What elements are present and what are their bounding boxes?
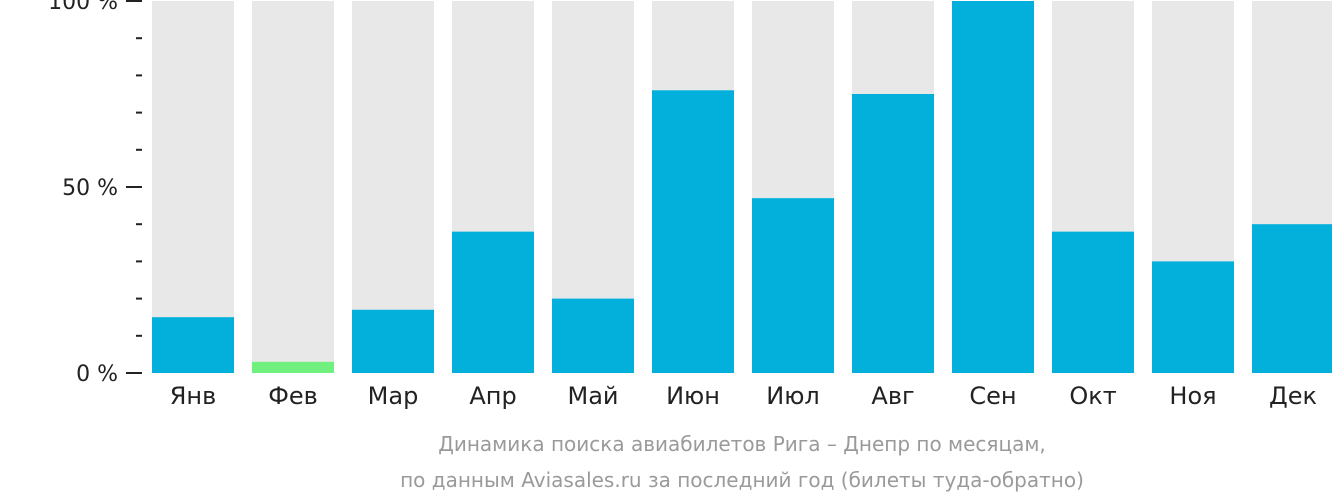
bar-12[interactable]: [1252, 224, 1332, 373]
y-tick-label-3: 100 %: [48, 0, 118, 15]
y-axis: 0 % 50 % 100 %: [48, 0, 142, 387]
bar-9[interactable]: [952, 1, 1034, 373]
bar-5[interactable]: [552, 298, 634, 373]
bar-background-2: [252, 1, 334, 373]
x-tick-label-7: Июл: [766, 382, 820, 410]
chart-caption-line-2: по данным Aviasales.ru за последний год …: [400, 468, 1084, 492]
x-tick-label-11: Ноя: [1169, 382, 1216, 410]
bar-2[interactable]: [252, 361, 334, 373]
bar-1[interactable]: [152, 317, 234, 373]
bar-11[interactable]: [1152, 261, 1234, 373]
x-tick-label-4: Апр: [469, 382, 516, 410]
bar-4[interactable]: [452, 231, 534, 373]
bar-3[interactable]: [352, 309, 434, 373]
x-tick-label-6: Июн: [666, 382, 720, 410]
bar-background-1: [152, 1, 234, 373]
bar-7[interactable]: [752, 198, 834, 373]
y-tick-label-1: 0 %: [76, 362, 118, 387]
x-tick-label-9: Сен: [969, 382, 1016, 410]
y-tick-label-2: 50 %: [62, 176, 118, 201]
bar-6[interactable]: [652, 90, 734, 373]
x-tick-label-1: Янв: [170, 382, 217, 410]
x-tick-label-10: Окт: [1069, 382, 1116, 410]
x-axis-labels: Янв Фев Мар Апр Май Июн Июл Авг Сен Окт Ноя Дек: [170, 382, 1317, 410]
bar-10[interactable]: [1052, 231, 1134, 373]
x-tick-label-8: Авг: [871, 382, 914, 410]
x-tick-label-5: Май: [567, 382, 618, 410]
x-tick-label-2: Фев: [268, 382, 318, 410]
x-tick-label-12: Дек: [1269, 382, 1317, 410]
x-tick-label-3: Мар: [368, 382, 419, 410]
bar-8[interactable]: [852, 94, 934, 373]
data-bars: [152, 1, 1332, 373]
chart-caption-line-1: Динамика поиска авиабилетов Рига – Днепр…: [438, 432, 1046, 456]
